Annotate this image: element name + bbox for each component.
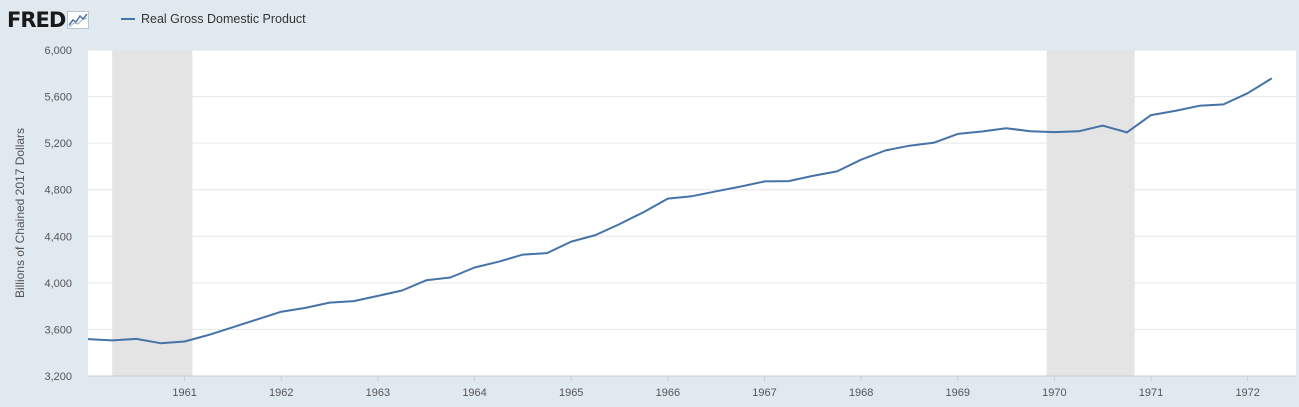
x-tick-label: 1964 — [462, 387, 486, 399]
series-layer — [87, 77, 1273, 345]
y-tick-label: 3,200 — [44, 371, 72, 383]
chart-legend[interactable]: Real Gross Domestic Product — [121, 12, 306, 26]
recession-band-1 — [112, 50, 193, 376]
x-axis-ticks: 1961 1962 1963 1964 1965 1966 1967 1968 1969 1970… — [88, 375, 1296, 399]
x-tick-label: 1963 — [366, 387, 390, 399]
x-tick-label: 1966 — [656, 387, 680, 399]
y-tick-label: 6,000 — [44, 45, 72, 57]
logo-text: FRED — [7, 8, 66, 32]
legend-series-label: Real Gross Domestic Product — [141, 12, 306, 26]
y-axis-ticks: 3,200 3,600 4,000 4,400 4,800 5,200 5,600 6,000 — [44, 45, 72, 383]
y-tick-label: 5,200 — [44, 138, 72, 150]
y-tick-label: 4,800 — [44, 185, 72, 197]
y-tick-label: 4,400 — [44, 231, 72, 243]
recession-band-2 — [1046, 50, 1135, 376]
x-tick-label: 1968 — [849, 387, 873, 399]
recession-bands — [112, 50, 1135, 376]
x-tick-label: 1970 — [1042, 387, 1066, 399]
grid-lines — [88, 49, 1296, 377]
x-tick-label: 1965 — [559, 387, 583, 399]
x-tick-label: 1961 — [172, 387, 196, 399]
y-tick-label: 5,600 — [44, 92, 72, 104]
y-axis-label: Billions of Chained 2017 Dollars — [13, 128, 27, 298]
y-tick-label: 4,000 — [44, 278, 72, 290]
x-tick-label: 1967 — [752, 387, 776, 399]
legend-swatch — [121, 18, 135, 20]
sparkline-chart-icon — [67, 11, 90, 29]
series-line-1[interactable] — [87, 77, 1273, 345]
x-tick-label: 1971 — [1139, 387, 1163, 399]
x-tick-label: 1969 — [946, 387, 970, 399]
x-tick-label: 1962 — [269, 387, 293, 399]
y-tick-label: 3,600 — [44, 324, 72, 336]
chart-header: FRED Real Gross Domestic Product — [0, 0, 1299, 42]
x-tick-label: 1972 — [1235, 387, 1259, 399]
fred-logo[interactable]: FRED — [7, 6, 90, 34]
